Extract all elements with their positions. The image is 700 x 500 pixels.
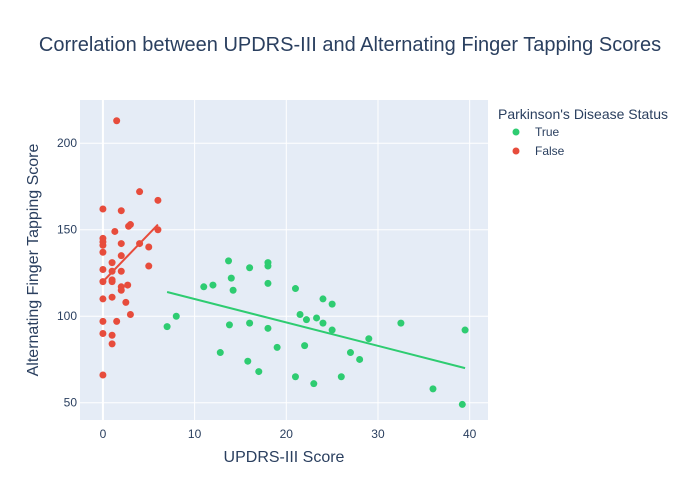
- data-point-false[interactable]: [113, 317, 121, 325]
- y-axis-label: Alternating Finger Tapping Score: [25, 144, 42, 377]
- data-point-true[interactable]: [163, 323, 171, 331]
- data-point-true[interactable]: [346, 349, 354, 357]
- data-point-true[interactable]: [246, 264, 254, 272]
- data-point-true[interactable]: [172, 312, 180, 320]
- data-point-true[interactable]: [229, 286, 237, 294]
- data-point-true[interactable]: [319, 319, 327, 327]
- legend-item-false[interactable]: False: [512, 144, 565, 158]
- data-point-false[interactable]: [108, 259, 116, 267]
- data-point-true[interactable]: [337, 373, 345, 381]
- data-point-false[interactable]: [117, 207, 125, 215]
- data-point-false[interactable]: [99, 278, 107, 286]
- data-point-true[interactable]: [264, 324, 272, 332]
- data-point-true[interactable]: [296, 310, 304, 318]
- data-point-false[interactable]: [108, 267, 116, 275]
- data-point-false[interactable]: [113, 117, 121, 125]
- data-point-false[interactable]: [99, 371, 107, 379]
- legend-marker: [512, 128, 520, 136]
- legend[interactable]: Parkinson's Disease Status True False: [498, 106, 668, 158]
- data-point-true[interactable]: [328, 300, 336, 308]
- data-point-false[interactable]: [117, 252, 125, 260]
- x-tick-label: 30: [371, 427, 385, 441]
- data-point-true[interactable]: [273, 343, 281, 351]
- data-point-true[interactable]: [264, 262, 272, 270]
- data-point-false[interactable]: [126, 221, 134, 229]
- data-point-false[interactable]: [99, 241, 107, 249]
- data-points: [99, 117, 469, 408]
- data-point-true[interactable]: [328, 326, 336, 334]
- data-point-false[interactable]: [145, 243, 153, 251]
- x-tick-label: 10: [188, 427, 202, 441]
- data-point-true[interactable]: [244, 357, 252, 365]
- data-point-false[interactable]: [122, 298, 130, 306]
- data-point-false[interactable]: [99, 330, 107, 338]
- data-point-false[interactable]: [154, 226, 162, 234]
- chart-title: Correlation between UPDRS-III and Altern…: [39, 34, 661, 56]
- y-tick-label: 50: [64, 396, 78, 410]
- data-point-true[interactable]: [246, 319, 254, 327]
- y-axis-ticks: 50 100 150 200: [57, 136, 77, 409]
- data-point-false[interactable]: [117, 240, 125, 248]
- data-point-true[interactable]: [302, 316, 310, 324]
- y-tick-label: 200: [57, 136, 77, 150]
- data-point-false[interactable]: [117, 267, 125, 275]
- data-point-true[interactable]: [365, 335, 373, 343]
- data-point-true[interactable]: [225, 257, 233, 265]
- data-point-false[interactable]: [117, 286, 125, 294]
- x-axis-ticks: 0 10 20 30 40: [100, 427, 477, 441]
- data-point-false[interactable]: [108, 331, 116, 339]
- data-point-true[interactable]: [291, 373, 299, 381]
- data-point-true[interactable]: [310, 380, 318, 388]
- grid-lines: [80, 100, 488, 420]
- data-point-false[interactable]: [154, 196, 162, 204]
- data-point-true[interactable]: [291, 285, 299, 293]
- data-point-false[interactable]: [126, 310, 134, 318]
- legend-label: False: [535, 144, 565, 158]
- legend-item-true[interactable]: True: [512, 125, 560, 139]
- data-point-false[interactable]: [136, 188, 144, 196]
- data-point-true[interactable]: [313, 314, 321, 322]
- y-tick-label: 150: [57, 223, 77, 237]
- data-point-false[interactable]: [108, 278, 116, 286]
- data-point-false[interactable]: [124, 281, 132, 289]
- data-point-false[interactable]: [99, 248, 107, 256]
- legend-label: True: [535, 125, 560, 139]
- x-tick-label: 0: [100, 427, 107, 441]
- legend-marker: [512, 147, 520, 155]
- data-point-false[interactable]: [108, 340, 116, 348]
- data-point-true[interactable]: [429, 385, 437, 393]
- data-point-true[interactable]: [397, 319, 405, 327]
- data-point-false[interactable]: [136, 240, 144, 248]
- plot-area: [80, 100, 488, 420]
- data-point-true[interactable]: [216, 349, 224, 357]
- legend-title: Parkinson's Disease Status: [498, 106, 668, 122]
- data-point-true[interactable]: [461, 326, 469, 334]
- data-point-true[interactable]: [227, 274, 235, 282]
- data-point-true[interactable]: [301, 342, 309, 350]
- data-point-false[interactable]: [99, 266, 107, 274]
- data-point-false[interactable]: [111, 227, 119, 235]
- data-point-false[interactable]: [145, 262, 153, 270]
- data-point-false[interactable]: [99, 205, 107, 213]
- data-point-true[interactable]: [319, 295, 327, 303]
- x-tick-label: 40: [463, 427, 477, 441]
- data-point-false[interactable]: [99, 317, 107, 325]
- legend-items[interactable]: True False: [512, 125, 565, 158]
- data-point-true[interactable]: [209, 281, 217, 289]
- data-point-true[interactable]: [458, 400, 466, 408]
- data-point-false[interactable]: [108, 293, 116, 301]
- data-point-true[interactable]: [356, 355, 364, 363]
- data-point-true[interactable]: [255, 368, 263, 376]
- x-axis-label: UPDRS-III Score: [224, 449, 345, 466]
- trendline-true: [166, 291, 466, 370]
- data-point-true[interactable]: [200, 283, 208, 291]
- data-point-true[interactable]: [264, 279, 272, 287]
- x-tick-label: 20: [280, 427, 294, 441]
- data-point-true[interactable]: [225, 321, 233, 329]
- y-tick-label: 100: [57, 309, 77, 323]
- data-point-false[interactable]: [99, 295, 107, 303]
